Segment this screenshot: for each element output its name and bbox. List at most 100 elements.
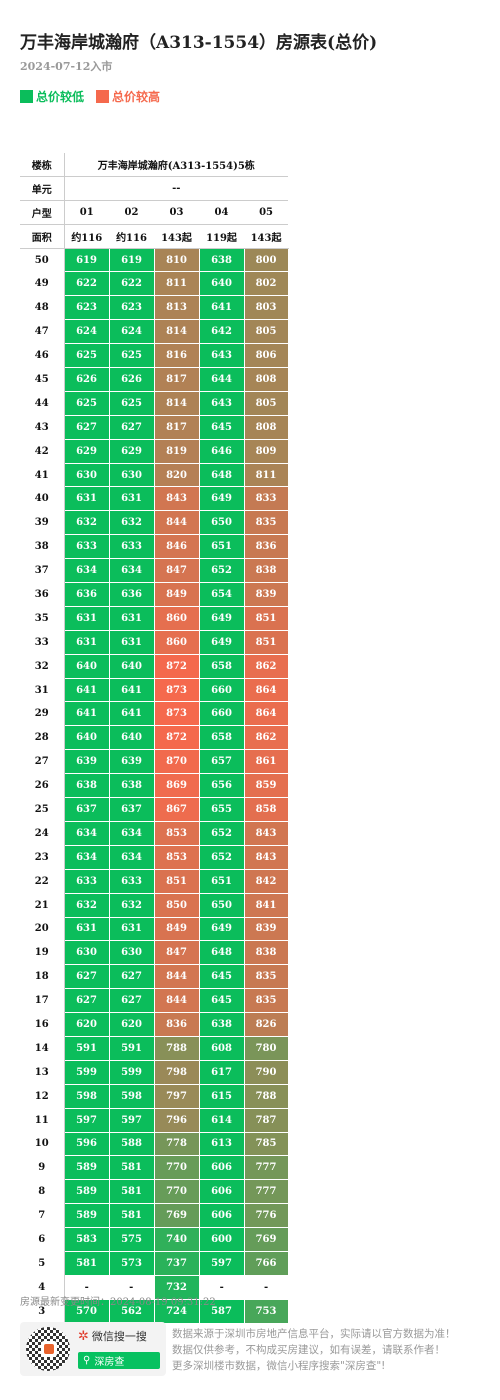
price-cell[interactable]: 803	[243, 295, 289, 321]
price-cell[interactable]: 778	[153, 1131, 200, 1157]
price-cell[interactable]: 860	[153, 629, 200, 655]
price-cell[interactable]: 839	[243, 582, 289, 607]
price-cell[interactable]: 634	[63, 844, 110, 870]
price-cell[interactable]: 606	[198, 1179, 245, 1205]
price-cell[interactable]: 826	[243, 1012, 289, 1037]
price-cell[interactable]: 862	[243, 725, 289, 751]
price-cell[interactable]: 843	[243, 844, 289, 870]
price-cell[interactable]: 844	[153, 988, 200, 1014]
price-cell[interactable]: 637	[108, 797, 155, 822]
price-cell[interactable]: 626	[63, 367, 110, 392]
price-cell[interactable]: 627	[108, 964, 155, 990]
price-cell[interactable]: 581	[108, 1203, 155, 1229]
price-cell[interactable]: 650	[198, 510, 245, 536]
price-cell[interactable]: 606	[198, 1155, 245, 1181]
price-cell[interactable]: 861	[243, 749, 289, 775]
price-cell[interactable]: 597	[63, 1107, 110, 1133]
price-cell[interactable]: 596	[63, 1131, 110, 1157]
price-cell[interactable]: 640	[63, 653, 110, 679]
price-cell[interactable]: 645	[198, 988, 245, 1014]
price-cell[interactable]: 597	[108, 1107, 155, 1133]
price-cell[interactable]: 851	[243, 629, 289, 655]
price-cell[interactable]: 633	[63, 534, 110, 560]
price-cell[interactable]: 805	[243, 319, 289, 345]
search-button[interactable]: ⚲ 深房查	[78, 1352, 160, 1369]
price-cell[interactable]: 814	[153, 390, 200, 416]
price-cell[interactable]: 625	[63, 343, 110, 369]
price-cell[interactable]: 634	[108, 844, 155, 870]
price-cell[interactable]: 753	[243, 1298, 289, 1324]
price-cell[interactable]: 608	[198, 1035, 245, 1061]
price-cell[interactable]: 589	[63, 1155, 110, 1181]
price-cell[interactable]: 631	[108, 486, 155, 512]
price-cell[interactable]: 640	[198, 271, 245, 297]
price-cell[interactable]: 624	[108, 319, 155, 345]
price-cell[interactable]: 811	[153, 271, 200, 297]
price-cell[interactable]: 867	[153, 797, 200, 822]
price-cell[interactable]: 634	[108, 820, 155, 846]
price-cell[interactable]: 850	[153, 892, 200, 918]
price-cell[interactable]: 737	[153, 1250, 200, 1276]
price-cell[interactable]: 643	[198, 390, 245, 416]
price-cell[interactable]: 588	[108, 1131, 155, 1157]
price-cell[interactable]: 636	[108, 582, 155, 607]
price-cell[interactable]: 802	[243, 271, 289, 297]
price-cell[interactable]: 853	[153, 844, 200, 870]
price-cell[interactable]: 627	[63, 964, 110, 990]
price-cell[interactable]: 641	[108, 701, 155, 727]
price-cell[interactable]: 598	[63, 1083, 110, 1109]
price-cell[interactable]: 873	[153, 701, 200, 727]
price-cell[interactable]: 838	[243, 940, 289, 966]
price-cell[interactable]: 634	[108, 558, 155, 584]
price-cell[interactable]: 657	[198, 749, 245, 775]
price-cell[interactable]: 798	[153, 1059, 200, 1085]
price-cell[interactable]: 817	[153, 367, 200, 392]
price-cell[interactable]: 805	[243, 390, 289, 416]
price-cell[interactable]: 770	[153, 1155, 200, 1181]
price-cell[interactable]: 841	[243, 892, 289, 918]
price-cell[interactable]: 849	[153, 582, 200, 607]
price-cell[interactable]: -	[84, 1281, 89, 1293]
price-cell[interactable]: 843	[243, 820, 289, 846]
price-cell[interactable]: 599	[63, 1059, 110, 1085]
price-cell[interactable]: 769	[153, 1203, 200, 1229]
price-cell[interactable]: 808	[243, 367, 289, 392]
price-cell[interactable]: 644	[198, 367, 245, 392]
price-cell[interactable]: 858	[243, 797, 289, 822]
price-cell[interactable]: 638	[198, 247, 245, 273]
price-cell[interactable]: 622	[108, 271, 155, 297]
price-cell[interactable]: 853	[153, 820, 200, 846]
price-cell[interactable]: 847	[153, 940, 200, 966]
price-cell[interactable]: 622	[63, 271, 110, 297]
price-cell[interactable]: 800	[243, 247, 289, 273]
price-cell[interactable]: 660	[198, 677, 245, 703]
price-cell[interactable]: 583	[63, 1227, 110, 1252]
price-cell[interactable]: 589	[63, 1179, 110, 1205]
price-cell[interactable]: 810	[153, 247, 200, 273]
price-cell[interactable]: 766	[243, 1250, 289, 1276]
price-cell[interactable]: 632	[63, 510, 110, 536]
price-cell[interactable]: 833	[243, 486, 289, 512]
price-cell[interactable]: 654	[198, 582, 245, 607]
price-cell[interactable]: 573	[108, 1250, 155, 1276]
price-cell[interactable]: -	[129, 1281, 134, 1293]
price-cell[interactable]: 600	[198, 1227, 245, 1252]
price-cell[interactable]: 769	[243, 1227, 289, 1252]
price-cell[interactable]: 640	[63, 725, 110, 751]
price-cell[interactable]: 836	[243, 534, 289, 560]
price-cell[interactable]: 620	[108, 1012, 155, 1037]
price-cell[interactable]: 796	[153, 1107, 200, 1133]
price-cell[interactable]: 641	[198, 295, 245, 321]
price-cell[interactable]: 581	[108, 1155, 155, 1181]
mini-program-card[interactable]: ✲ 微信搜一搜 ⚲ 深房查	[20, 1322, 166, 1376]
price-cell[interactable]: 864	[243, 701, 289, 727]
price-cell[interactable]: 613	[198, 1131, 245, 1157]
price-cell[interactable]: 873	[153, 677, 200, 703]
price-cell[interactable]: 648	[198, 462, 245, 488]
price-cell[interactable]: 631	[108, 916, 155, 942]
price-cell[interactable]: 777	[243, 1179, 289, 1205]
price-cell[interactable]: 606	[198, 1203, 245, 1229]
price-cell[interactable]: 851	[153, 868, 200, 894]
price-cell[interactable]: 790	[243, 1059, 289, 1085]
price-cell[interactable]: 835	[243, 964, 289, 990]
